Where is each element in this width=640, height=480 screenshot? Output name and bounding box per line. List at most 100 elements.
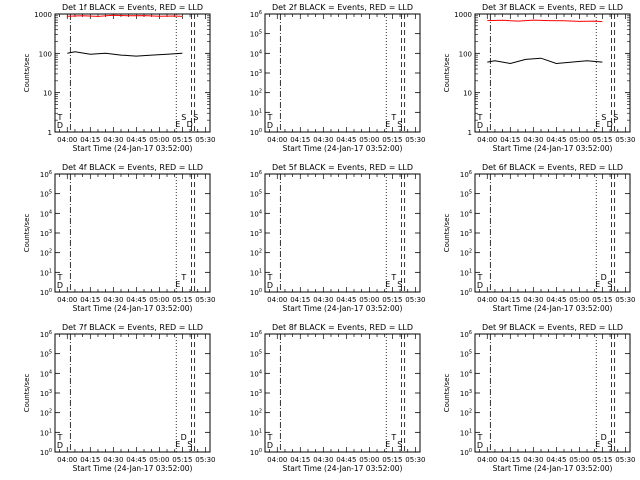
marker-letter: S [397,280,402,289]
x-tick-label: 04:00 [477,136,497,144]
panel-det-2f: Det 2f BLACK = Events, RED = LLD 100 101 10… [250,3,426,153]
marker-letter: E [595,440,600,449]
y-tick-label: 105 [40,190,52,199]
y-tick-label: 102 [460,409,472,418]
marker-letter: D [477,281,483,290]
plot-frame [264,13,421,133]
y-tick-label: 104 [40,209,52,218]
y-tick-label: 105 [460,350,472,359]
x-tick-label: 05:15 [592,456,612,464]
y-tick-label: 102 [250,249,262,258]
y-tick-label: 101 [250,428,262,437]
x-tick-label: 04:30 [523,456,543,464]
x-tick-label: 04:00 [267,456,287,464]
x-tick-label: 04:00 [477,456,497,464]
panel-det-9f: Det 9f BLACK = Events, RED = LLD 100 101 10… [443,323,635,473]
marker-letter: S [397,440,402,449]
y-tick-label: 1 [48,129,52,137]
marker-letter: S [607,280,612,289]
marker-letter: T [477,113,483,122]
x-tick-label: 04:45 [546,456,566,464]
x-tick-label: 05:30 [195,296,215,304]
panel-det-7f: Det 7f BLACK = Events, RED = LLD 100 101 10… [23,323,215,473]
x-tick-label: 04:30 [313,136,333,144]
x-tick-label: 04:45 [336,456,356,464]
marker-letter: D [607,120,613,129]
y-tick-label: 104 [460,209,472,218]
x-tick-label: 05:00 [569,296,589,304]
plot-frame [264,333,421,453]
y-tick-label: 100 [460,448,472,457]
y-tick-label: 101 [250,108,262,117]
x-tick-label: 05:00 [359,296,379,304]
y-tick-label: 106 [460,330,472,339]
x-tick-label: 04:30 [313,456,333,464]
y-tick-label: 103 [250,229,262,238]
plot-frame [54,13,211,133]
plot-frame [474,13,631,133]
panel-det-4f: Det 4f BLACK = Events, RED = LLD 100 101 10… [23,163,215,313]
y-tick-label: 102 [250,409,262,418]
y-tick-label: 101 [40,428,52,437]
y-axis-label: Counts/sec [443,54,451,93]
x-axis-label: Start Time (24-Jan-17 03:52:00) [73,464,193,473]
marker-letter: T [267,273,273,282]
marker-letter: D [477,441,483,450]
x-tick-label: 05:00 [359,136,379,144]
y-tick-label: 10 [463,90,472,98]
y-tick-label: 104 [250,369,262,378]
x-tick-label: 04:45 [126,136,146,144]
y-tick-label: 100 [40,288,52,297]
marker-letter: D [477,121,483,130]
x-tick-label: 04:30 [103,456,123,464]
marker-letter: E [385,440,390,449]
x-tick-label: 05:15 [172,296,192,304]
x-tick-label: 04:15 [290,136,310,144]
x-axis-label: Start Time (24-Jan-17 03:52:00) [493,464,613,473]
x-tick-label: 04:00 [267,296,287,304]
panel-title: Det 4f BLACK = Events, RED = LLD [62,163,203,172]
marker-letter: S [397,120,402,129]
y-tick-label: 101 [460,268,472,277]
panel-det-5f: Det 5f BLACK = Events, RED = LLD 100 101 10… [250,163,426,313]
panel-title: Det 3f BLACK = Events, RED = LLD [482,3,623,12]
x-tick-label: 05:00 [359,456,379,464]
y-tick-label: 100 [250,448,262,457]
x-tick-label: 04:45 [126,456,146,464]
marker-letter: S [613,113,618,122]
x-tick-label: 05:15 [382,296,402,304]
marker-letter: E [385,280,390,289]
y-tick-label: 103 [460,389,472,398]
x-tick-label: 05:15 [172,136,192,144]
y-tick-label: 100 [250,128,262,137]
x-tick-label: 04:45 [336,296,356,304]
y-axis-label: Counts/sec [23,214,31,253]
series-lld-line [67,14,183,17]
series-lld-line [487,19,603,23]
y-tick-label: 1000 [34,11,52,19]
x-tick-label: 04:30 [523,136,543,144]
marker-letter: E [175,280,180,289]
x-tick-label: 04:45 [336,136,356,144]
y-tick-label: 103 [460,229,472,238]
x-tick-label: 04:15 [290,296,310,304]
x-axis-label: Start Time (24-Jan-17 03:52:00) [283,464,403,473]
y-tick-label: 106 [250,330,262,339]
y-tick-label: 104 [250,209,262,218]
x-tick-label: 05:00 [569,136,589,144]
x-tick-label: 04:15 [500,456,520,464]
panel-title: Det 7f BLACK = Events, RED = LLD [62,323,203,332]
marker-letter: T [180,273,186,282]
x-tick-label: 05:30 [615,296,635,304]
x-tick-label: 05:15 [382,136,402,144]
x-axis-label: Start Time (24-Jan-17 03:52:00) [493,144,613,153]
panel-title: Det 2f BLACK = Events, RED = LLD [272,3,413,12]
marker-letter: D [57,281,63,290]
y-tick-label: 106 [460,170,472,179]
y-tick-label: 103 [250,69,262,78]
marker-letter: S [181,113,186,122]
y-axis-label: Counts/sec [443,374,451,413]
x-tick-label: 05:15 [382,456,402,464]
y-tick-label: 100 [40,448,52,457]
